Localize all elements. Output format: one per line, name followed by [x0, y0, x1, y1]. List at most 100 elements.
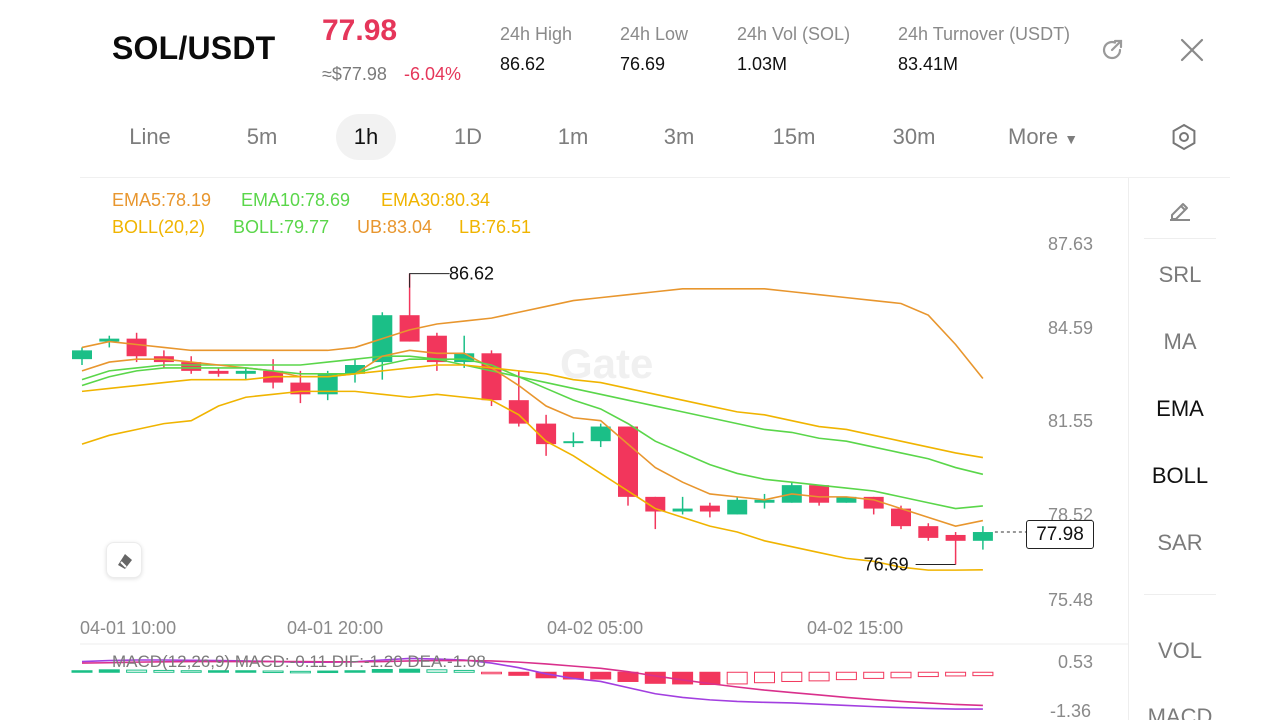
candle-up	[72, 350, 92, 360]
macd-histogram-bar	[644, 671, 666, 684]
candle-down	[891, 508, 911, 527]
macd-legend: MACD(12,26,9) MACD:-0.11 DIF:-1.20 DEA:-…	[112, 652, 486, 672]
macd-histogram-bar	[289, 670, 311, 674]
macd-histogram-bar	[98, 669, 120, 673]
legend-ub: UB:83.04	[357, 217, 433, 237]
divider	[1144, 238, 1216, 239]
macd-histogram-bar	[453, 669, 475, 673]
candle-down	[426, 335, 447, 363]
candle-up	[754, 499, 775, 503]
pencil-icon[interactable]	[1166, 195, 1194, 223]
macd-histogram-bar	[399, 668, 421, 673]
high-marker-line	[409, 273, 450, 288]
candle-down	[945, 534, 966, 541]
drawing-tools-icon	[118, 554, 132, 569]
price-axis-label: 84.59	[1048, 318, 1094, 338]
candle-down	[809, 485, 830, 503]
candle-up	[590, 426, 611, 442]
tab-line[interactable]: Line	[129, 124, 171, 149]
indicator-boll[interactable]: BOLL	[1151, 463, 1209, 488]
macd-histogram-bar	[153, 669, 175, 673]
line-lb	[81, 390, 983, 571]
legend-ema5: EMA5:78.19	[112, 190, 212, 210]
candle-up	[345, 365, 365, 374]
macd-histogram-bar	[235, 670, 257, 673]
macd-histogram-bar	[262, 670, 284, 674]
stat-high-label: 24h High	[500, 24, 573, 44]
candle-up	[727, 499, 748, 515]
legend-lb: LB:76.51	[459, 217, 532, 237]
candle-up	[235, 370, 256, 374]
tab-1d[interactable]: 1D	[453, 124, 483, 149]
candle-down	[699, 505, 720, 512]
candle-down	[508, 400, 529, 424]
divider	[1144, 594, 1216, 595]
divider	[80, 177, 1230, 178]
indicator-vol[interactable]: VOL	[1157, 638, 1203, 663]
indicator-ema[interactable]: EMA	[1156, 396, 1204, 421]
candle-down	[645, 496, 666, 512]
candle-up	[836, 496, 857, 503]
chart-tool-button[interactable]	[106, 542, 142, 578]
candle-down	[208, 370, 229, 374]
line-ema10	[81, 358, 983, 510]
stat-high-value: 86.62	[500, 54, 546, 74]
macd-histogram-bar	[126, 669, 148, 673]
macd-axis-label: -1.36	[1050, 701, 1092, 720]
tab-30m[interactable]: 30m	[892, 124, 936, 149]
pair-title: SOL/USDT	[112, 30, 276, 66]
macd-histogram-bar	[726, 671, 748, 685]
price-axis-label: 75.48	[1048, 590, 1094, 610]
stat-turnover-value: 83.41M	[898, 54, 959, 74]
time-axis-label: 04-02 15:00	[807, 618, 904, 638]
indicator-srl[interactable]: SRL	[1158, 262, 1202, 287]
line-dea	[81, 659, 983, 707]
macd-histogram-bar	[781, 671, 803, 682]
caret-down-icon: ▼	[1064, 131, 1079, 147]
macd-axis-label: 0.53	[1058, 652, 1094, 672]
high-price-marker: 86.62	[449, 264, 494, 284]
macd-histogram-bar	[481, 671, 502, 675]
macd-legend-text: MACD(12,26,9) MACD:-0.11 DIF:-1.20 DEA:-…	[112, 652, 486, 671]
time-axis-label: 04-02 05:00	[547, 618, 644, 638]
time-axis-label: 04-01 10:00	[80, 618, 177, 638]
price-axis-label: 87.63	[1048, 234, 1094, 254]
candle-down	[126, 338, 147, 357]
candlestick-chart[interactable]: Gate 86.62 76.69	[0, 0, 1128, 720]
macd-histogram-bar	[754, 671, 775, 684]
macd-histogram-bar	[945, 671, 967, 677]
indicator-ma[interactable]: MA	[1163, 329, 1197, 354]
tab-15m[interactable]: 15m	[772, 124, 816, 149]
settings-hexagon-icon[interactable]	[1170, 123, 1198, 151]
indicator-sar[interactable]: SAR	[1157, 530, 1203, 555]
tab-1m[interactable]: 1m	[557, 124, 589, 149]
candle-up	[454, 353, 475, 363]
candle-up	[972, 532, 993, 541]
stat-turnover-label: 24h Turnover (USDT)	[898, 24, 1071, 44]
candle-up	[563, 441, 584, 444]
line-ema30	[81, 364, 984, 459]
macd-histogram-bar	[344, 670, 366, 673]
tab-more-label: More	[1008, 124, 1059, 149]
macd-histogram-bar	[972, 671, 994, 677]
indicator-macd[interactable]: MACD	[1147, 704, 1213, 720]
low-price-marker: 76.69	[864, 555, 909, 575]
tab-1h[interactable]: 1h	[336, 114, 396, 160]
share-icon[interactable]	[1098, 36, 1126, 64]
stat-low-value: 76.69	[620, 54, 666, 74]
macd-histogram-bar	[672, 671, 694, 685]
macd-histogram-bar	[890, 671, 912, 679]
line-ub	[81, 288, 984, 379]
line-ema5	[81, 349, 984, 527]
candle-down	[536, 423, 557, 445]
stat-vol-label: 24h Vol (SOL)	[737, 24, 851, 44]
tab-5m[interactable]: 5m	[246, 124, 278, 149]
tab-3m[interactable]: 3m	[663, 124, 695, 149]
candle-down	[618, 426, 638, 497]
approx-usd-price: ≈$77.98	[322, 64, 387, 84]
tab-more[interactable]: More ▼	[1008, 114, 1092, 160]
close-icon[interactable]	[1178, 36, 1206, 64]
candle-down	[399, 315, 420, 342]
candle-down	[918, 526, 939, 538]
stat-low-label: 24h Low	[620, 24, 689, 44]
